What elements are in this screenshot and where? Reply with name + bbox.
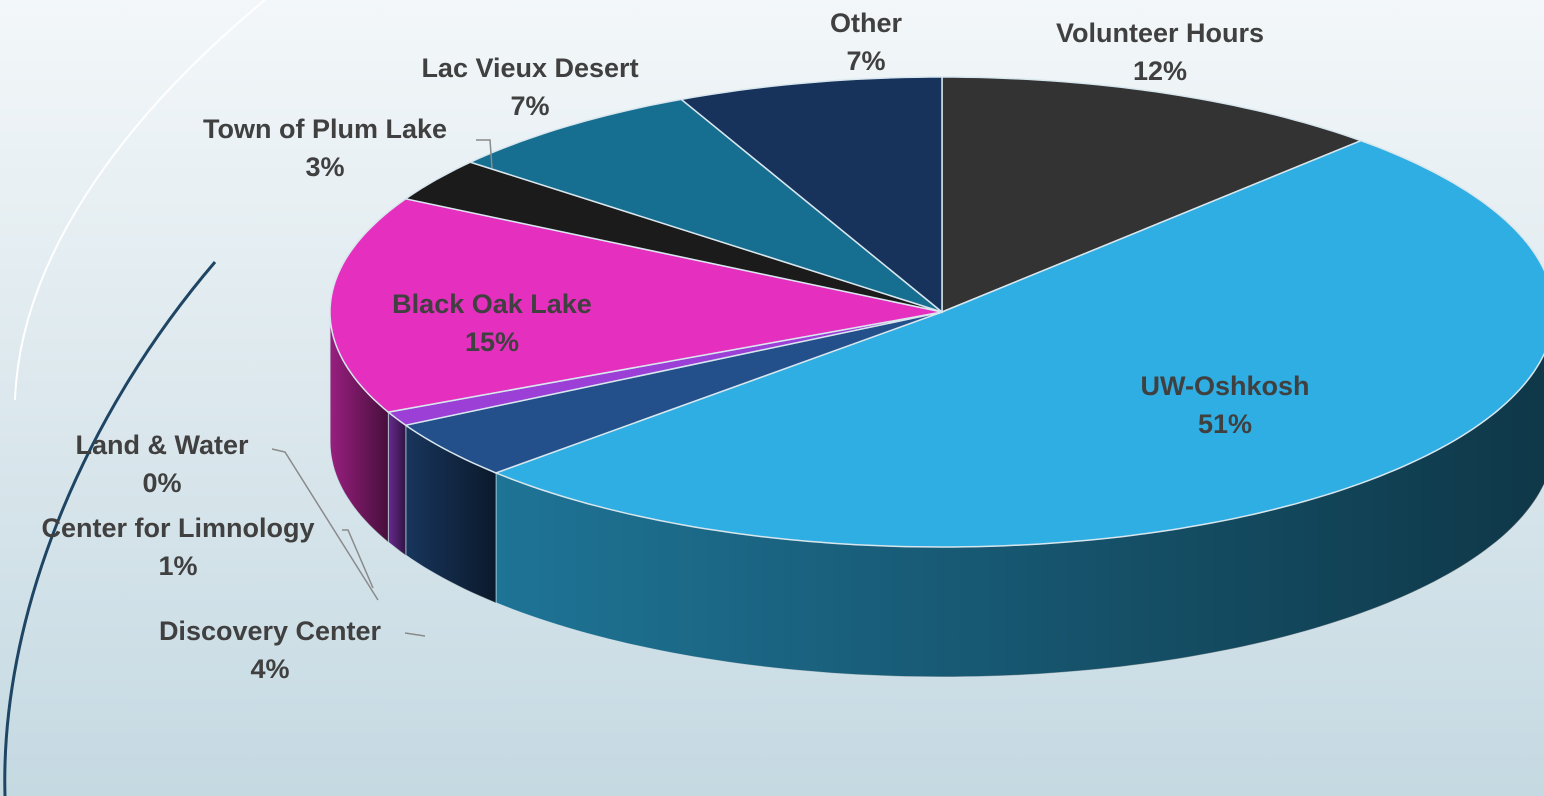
slice-side-shade [330, 312, 389, 543]
pie-sides [329, 311, 1544, 678]
slice-value-label: 51% [1198, 409, 1252, 439]
decor-arc [3, 261, 217, 796]
slice-label: Volunteer Hours [1056, 18, 1264, 48]
slice [493, 139, 1544, 548]
slice-label: Black Oak Lake [392, 289, 592, 319]
leader-line [271, 448, 379, 601]
slice-value-label: 7% [510, 91, 549, 121]
slice-label: Land & Water [75, 430, 249, 460]
slice-label: Discovery Center [159, 616, 382, 646]
slice-label: Center for Limnology [41, 513, 314, 543]
pie-tops [329, 76, 1544, 548]
decor-arc [14, 0, 266, 401]
slice [941, 76, 1363, 314]
slice-value-label: 4% [250, 654, 289, 684]
slice-side-shade [388, 412, 406, 556]
slice-value-label: 3% [305, 152, 344, 182]
leader-line [476, 139, 493, 169]
slice-value-label: 0% [142, 468, 181, 498]
slice-value-label: 7% [846, 46, 885, 76]
slice [403, 161, 943, 313]
slice [329, 197, 943, 413]
slice-value-label: 15% [465, 327, 519, 357]
slice-label: Other [830, 8, 903, 38]
leader-line [342, 529, 374, 589]
slice-label: Town of Plum Lake [203, 114, 447, 144]
slice [679, 76, 943, 314]
slice-side-shade [495, 354, 1544, 677]
slice [468, 98, 943, 313]
slice-value-label: 1% [158, 551, 197, 581]
labels: Volunteer Hours 12% UW-Oshkosh 51% Discovery… [41, 8, 1309, 684]
slice-side-shade [405, 425, 496, 603]
leader-line [404, 632, 426, 637]
slice [403, 311, 943, 474]
slice-label: UW-Oshkosh [1141, 371, 1310, 401]
slice-label: Lac Vieux Desert [421, 53, 638, 83]
slice-value-label: 12% [1133, 56, 1187, 86]
